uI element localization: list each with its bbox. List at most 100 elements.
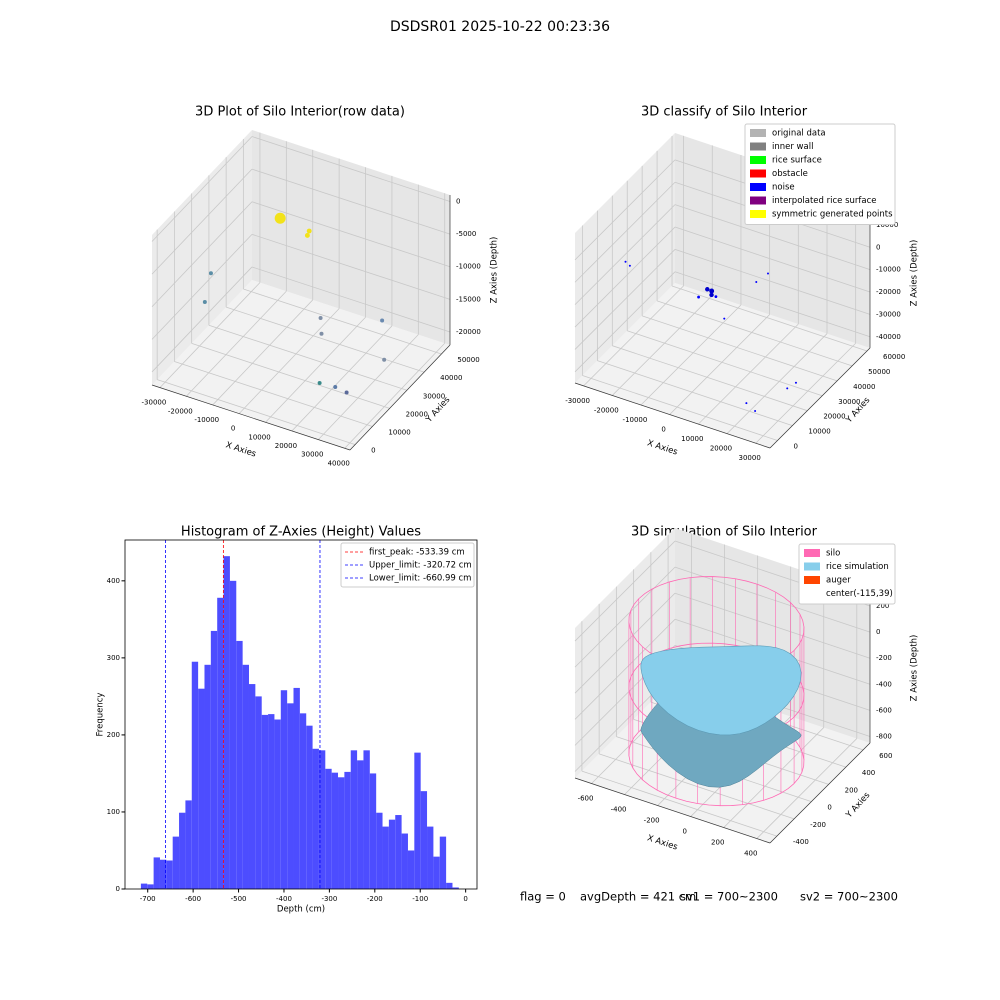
y-tick-label: 50000: [868, 368, 890, 376]
grid-line: [151, 168, 253, 275]
x-tick-label: -30000: [142, 399, 167, 407]
bar: [280, 690, 288, 889]
legend-label: Upper_limit: -320.72 cm: [369, 561, 472, 571]
grid-line: [318, 334, 419, 440]
z-tick-label: -40000: [876, 333, 901, 341]
x-tick-label: -400: [611, 806, 627, 814]
bar: [325, 768, 332, 889]
x-tick-label: 400: [744, 850, 757, 858]
bar: [427, 826, 434, 889]
chart-title: 3D Plot of Silo Interior(row data): [195, 105, 405, 120]
legend-label: noise: [772, 183, 795, 193]
bar: [204, 664, 211, 889]
y-tick-label: 300: [107, 654, 120, 662]
axis-line: [574, 382, 771, 449]
y-tick-label: 100: [107, 808, 120, 816]
x-tick-label: 20000: [710, 445, 732, 453]
bar: [268, 714, 275, 889]
grid-line: [581, 770, 778, 837]
grid-line: [726, 333, 828, 434]
y-tick-label: 400: [862, 769, 875, 777]
grid-line: [191, 342, 390, 409]
legend-patch: [804, 576, 820, 584]
grid-line: [640, 304, 742, 406]
grid-line: [755, 342, 856, 444]
rice-surface: [640, 645, 802, 736]
legend-label: rice simulation: [826, 562, 889, 572]
bar: [452, 887, 459, 889]
legend-label: center(-115,39): [826, 589, 893, 599]
bar: [369, 773, 377, 889]
grid-line: [208, 324, 408, 391]
legend-label: auger: [826, 576, 851, 586]
bar: [236, 640, 243, 889]
grid-line: [674, 226, 871, 293]
grid-line: [674, 204, 871, 271]
z-tick-label: -15000: [456, 295, 481, 303]
bar: [223, 556, 230, 889]
data-point: [208, 271, 213, 276]
grid-line: [627, 330, 823, 397]
data-point: [709, 288, 715, 294]
y-tick-label: -400: [793, 838, 809, 846]
bar: [407, 850, 415, 889]
z-tick-label: -30000: [876, 310, 901, 318]
grid-line: [674, 249, 871, 315]
x-tick-label: -30000: [565, 397, 590, 405]
bar: [172, 836, 180, 889]
grid-line: [574, 204, 676, 305]
legend-patch: [750, 129, 766, 137]
grid-line: [251, 233, 451, 300]
grid-line: [344, 342, 446, 449]
bar: [357, 760, 364, 889]
z-axis-label: Z Axies (Depth): [490, 237, 500, 304]
grid-line: [671, 285, 868, 352]
grid-line: [186, 290, 287, 397]
bar: [306, 725, 313, 889]
legend-patch: [750, 183, 766, 191]
grid-line: [698, 323, 799, 425]
x-tick-label: -500: [231, 895, 247, 903]
data-point: [306, 228, 312, 234]
grid-line: [212, 299, 314, 406]
axis-line: [769, 347, 871, 449]
z-tick-label: 0: [456, 198, 460, 206]
x-tick-label: 10000: [681, 435, 703, 443]
bar: [229, 580, 237, 889]
bar: [382, 826, 389, 889]
z-tick-label: -400: [876, 680, 892, 688]
grid-line: [583, 285, 684, 387]
x-axis-label: Depth (cm): [277, 905, 325, 915]
axis-line: [769, 742, 871, 844]
y-tick-label: 50000: [457, 356, 479, 364]
x-tick-label: -200: [367, 895, 383, 903]
bar: [338, 777, 345, 889]
footer-avg-depth: avgDepth = 421 cm: [580, 890, 696, 904]
z-tick-label: -20000: [876, 288, 901, 296]
bar: [185, 800, 192, 889]
x-tick-label: 0: [463, 895, 467, 903]
bar: [210, 630, 218, 889]
bar: [198, 688, 205, 889]
bar: [217, 597, 224, 889]
grid-line: [174, 361, 373, 427]
grid-line: [674, 271, 871, 338]
bar: [261, 714, 269, 889]
data-point: [766, 272, 769, 275]
bar: [191, 661, 199, 889]
left-pane: [152, 130, 252, 385]
y-tick-label: 20000: [406, 410, 428, 418]
grid-line: [642, 315, 838, 382]
bar: [446, 882, 453, 889]
grid-line: [243, 288, 442, 355]
data-point: [382, 357, 387, 362]
data-point: [274, 212, 286, 224]
grid-line: [251, 201, 451, 268]
z-tick-label: 0: [876, 243, 880, 251]
x-tick-label: 0: [661, 426, 665, 434]
bar: [433, 856, 440, 889]
bar: [395, 815, 402, 889]
data-point: [714, 295, 718, 299]
x-tick-label: -300: [321, 895, 337, 903]
